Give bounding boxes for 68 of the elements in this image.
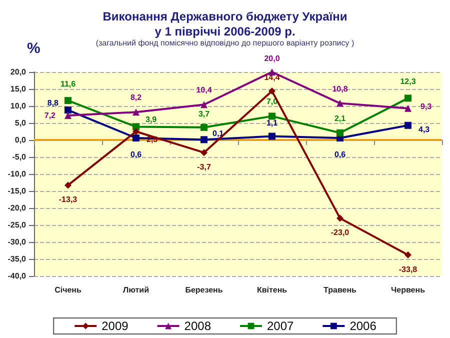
data-label: 8,8	[47, 98, 60, 108]
point	[64, 112, 72, 120]
data-label: 20,0	[264, 54, 280, 63]
point	[200, 149, 208, 156]
point	[404, 104, 412, 112]
x-tick-label: Червень	[391, 286, 426, 294]
legend-label: 2006	[350, 319, 377, 333]
point	[404, 122, 412, 129]
point	[64, 97, 72, 104]
y-tick-label: 20,0	[10, 68, 27, 76]
data-label: 10,4	[196, 86, 212, 95]
y-tick-label: -10,0	[8, 170, 27, 178]
legend-label: 2007	[267, 319, 294, 333]
x-tick-label: Квітень	[256, 286, 288, 294]
data-label: 0,6	[334, 150, 346, 159]
data-label: 11,6	[60, 80, 76, 89]
data-label: 7,2	[44, 111, 56, 120]
data-label: 9,3	[420, 102, 432, 111]
y-tick-label: 15,0	[10, 84, 27, 94]
y-tick-label: -5,0	[12, 152, 27, 162]
x-tick-label: Травень	[324, 286, 357, 294]
data-label: 8,2	[130, 93, 142, 102]
data-label: -13,3	[58, 195, 78, 204]
point	[336, 100, 344, 107]
y-axis-title: %	[27, 40, 40, 57]
point	[268, 112, 276, 120]
point	[64, 182, 72, 189]
data-label: 1,1	[266, 118, 278, 128]
point	[268, 88, 276, 95]
data-label: 0,6	[130, 150, 142, 159]
y-tick-label: 0,0	[14, 136, 27, 144]
data-label: -3,7	[197, 162, 212, 172]
point	[268, 132, 276, 140]
chart-subtitle: (загальний фонд помісячно відповідно до першого варіанту розпису )	[96, 38, 354, 48]
legend-label: 2008	[184, 319, 212, 333]
y-tick-label: 10,0	[10, 102, 27, 110]
x-tick-label: Лютий	[123, 286, 150, 294]
legend-label: 2009	[102, 319, 129, 333]
point	[200, 101, 208, 108]
x-tick-label: Березень	[185, 286, 223, 294]
point	[336, 129, 344, 136]
chart-title: Виконання Державного бюджету України у 1 півріччі 2006-2009 р.	[102, 10, 348, 38]
data-label: -33,8	[398, 264, 418, 274]
point	[200, 124, 208, 131]
data-label: 10,8	[332, 84, 348, 94]
y-tick-label: -30,0	[8, 238, 27, 246]
point	[132, 128, 140, 135]
y-tick-label: 5,0	[14, 118, 27, 128]
y-tick-label: -20,0	[8, 204, 27, 212]
point	[404, 251, 412, 258]
point	[200, 136, 208, 144]
point	[336, 214, 344, 222]
point	[404, 94, 412, 102]
data-label: -23,0	[330, 228, 350, 238]
data-label: 3,7	[198, 109, 210, 118]
y-tick-label: -15,0	[8, 186, 27, 196]
data-label: 4,3	[418, 124, 430, 134]
point	[132, 134, 140, 142]
y-tick-label: -25,0	[8, 220, 27, 230]
x-tick-label: Січень	[54, 286, 82, 294]
data-label: 14,4	[264, 73, 280, 82]
data-label: 2,1	[334, 114, 346, 123]
point	[132, 108, 140, 116]
data-label: 3,9	[146, 115, 158, 124]
point	[64, 106, 72, 114]
y-tick-label: -40,0	[8, 272, 27, 280]
y-tick-label: -35,0	[8, 254, 27, 264]
data-label: 12,3	[400, 77, 416, 86]
